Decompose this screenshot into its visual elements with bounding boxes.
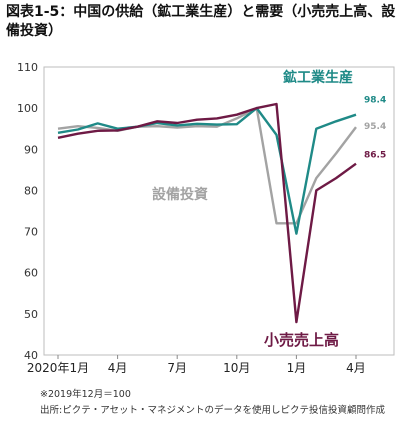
y-tick-label: 80 — [24, 184, 38, 197]
x-tick-label: 4月 — [346, 361, 366, 375]
end-value-label: 98.4 — [364, 96, 386, 106]
chart-series-lines — [57, 102, 357, 324]
series-line-2 — [57, 102, 357, 324]
source-note: 出所:ピクテ・アセット・マネジメントのデータを使用しピクテ投信投資顧問作成 — [40, 405, 386, 416]
x-tick-label: 10月 — [223, 361, 250, 375]
x-tick-label: 1月 — [287, 361, 307, 375]
y-tick-label: 110 — [17, 61, 38, 74]
y-tick-label: 50 — [24, 308, 38, 321]
series-name-label: 設備投資 — [152, 186, 208, 203]
series-name-label: 鉱工業生産 — [283, 69, 353, 86]
base-note: ※2019年12月＝100 — [40, 389, 131, 400]
chart-axes: 40 50 60 70 80 90 100 110 2020年1月 4月 7月 10月 1月 4月 — [17, 61, 395, 375]
y-tick-label: 70 — [24, 226, 38, 239]
chart-title: 図表1-5：中国の供給（鉱工業生産）と需要（小売売上高、設備投資） — [6, 4, 396, 39]
plot-frame — [43, 66, 395, 356]
x-tick-label: 2020年1月 — [27, 361, 89, 375]
series-name-label: 小売売上高 — [264, 331, 339, 349]
series-line-1 — [57, 106, 357, 225]
y-tick-label: 100 — [17, 102, 38, 115]
end-value-label: 95.4 — [364, 122, 386, 132]
x-tick-label: 7月 — [167, 361, 187, 375]
y-tick-label: 60 — [24, 267, 38, 280]
end-value-label: 86.5 — [364, 151, 386, 161]
y-tick-label: 90 — [24, 143, 38, 156]
x-tick-label: 4月 — [108, 361, 128, 375]
y-tick-label: 40 — [24, 349, 38, 362]
series-line-0 — [57, 106, 357, 235]
